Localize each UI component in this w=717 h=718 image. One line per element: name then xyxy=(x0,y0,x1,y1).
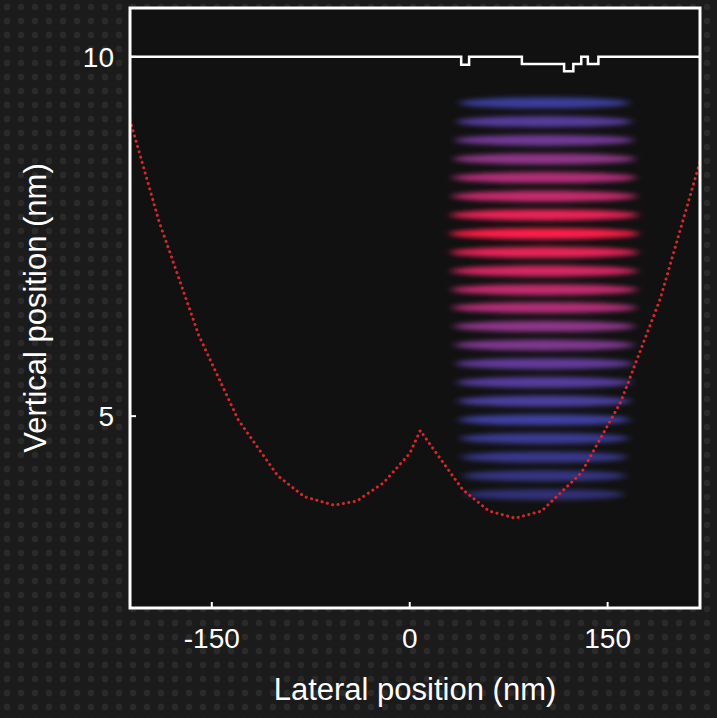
density-stripe xyxy=(453,153,635,164)
x-axis-title: Lateral position (nm) xyxy=(274,672,557,707)
density-stripe xyxy=(461,452,627,463)
background xyxy=(0,0,717,718)
density xyxy=(449,97,639,500)
x-tick xyxy=(607,602,609,608)
density-stripe xyxy=(451,191,637,202)
x-tick-label: 0 xyxy=(402,623,418,654)
density-stripe xyxy=(455,135,634,146)
x-tick-label: 150 xyxy=(584,623,631,654)
density-stripe xyxy=(451,284,637,295)
surface-line xyxy=(130,57,700,71)
density-stripe xyxy=(453,321,635,332)
density-stripe xyxy=(456,116,632,127)
density-stripe xyxy=(459,97,630,108)
plot-bg xyxy=(130,8,700,608)
y-tick-label: 5 xyxy=(98,401,114,432)
density-stripe xyxy=(454,340,635,351)
density-stripe xyxy=(452,172,637,183)
plot-marks xyxy=(130,57,700,518)
density-stripe xyxy=(450,247,639,258)
x-tick xyxy=(211,602,213,608)
x-tick-label: -150 xyxy=(184,623,240,654)
y-tick xyxy=(130,56,136,58)
y-tick xyxy=(130,415,136,417)
density-stripe xyxy=(456,377,632,388)
x-tick xyxy=(409,602,411,608)
density-stripe xyxy=(458,414,631,425)
y-axis-title: Vertical position (nm) xyxy=(18,163,53,452)
density-stripe xyxy=(450,209,639,220)
density-stripe xyxy=(449,228,639,239)
frame xyxy=(130,8,700,608)
density-stripe xyxy=(462,470,626,481)
density-stripe xyxy=(451,265,639,276)
chart: -150 0 150 5 10 Lateral position (nm) Vertical… xyxy=(0,0,717,718)
density-stripe xyxy=(452,302,637,313)
density-stripe xyxy=(457,396,631,407)
density-stripe xyxy=(455,358,633,369)
density-stripe xyxy=(460,433,629,444)
y-tick-label: 10 xyxy=(83,42,114,73)
potential-line xyxy=(130,120,700,518)
density-stripe xyxy=(465,489,624,500)
